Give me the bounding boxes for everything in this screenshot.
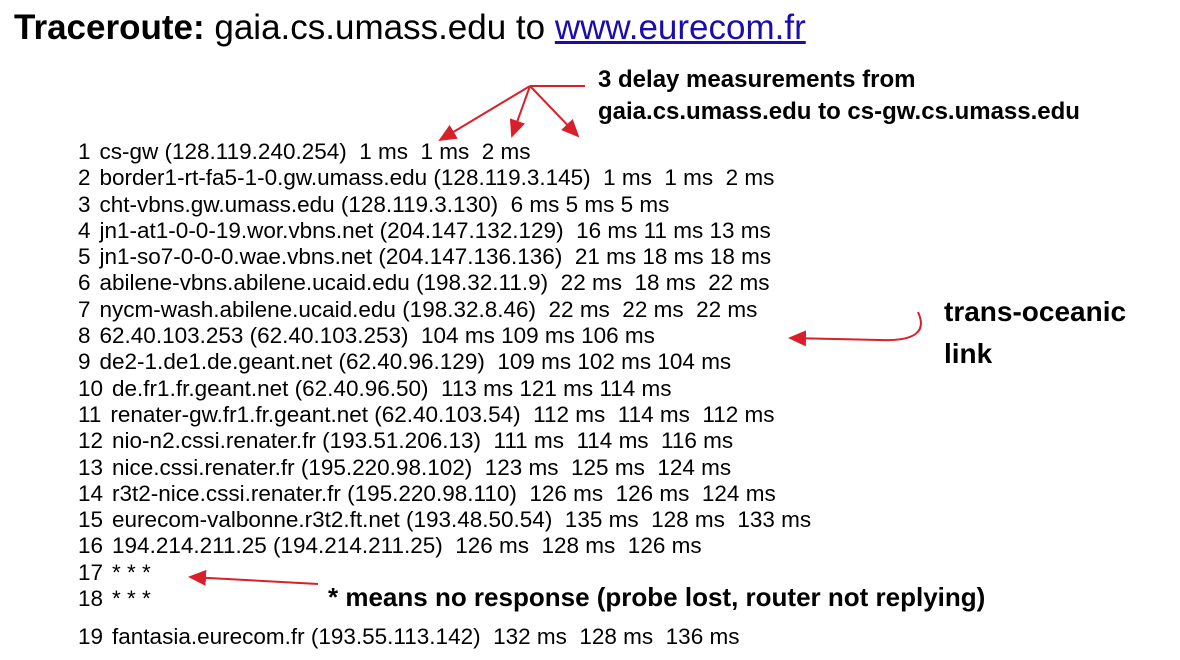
hop-detail: de2-1.de1.de.geant.net (62.40.96.129) 10…: [99, 349, 732, 375]
hop-detail: 194.214.211.25 (194.214.211.25) 126 ms 1…: [112, 533, 702, 559]
hop-detail: border1-rt-fa5-1-0.gw.umass.edu (128.119…: [99, 165, 775, 191]
hop-detail: renater-gw.fr1.fr.geant.net (62.40.103.5…: [110, 401, 775, 427]
title: Traceroute: gaia.cs.umass.edu to www.eur…: [14, 8, 806, 48]
title-label: Traceroute:: [14, 8, 205, 47]
hop-line: 15 eurecom-valbonne.r3t2.ft.net (193.48.5…: [78, 507, 811, 533]
hop-line: 6 abilene-vbns.abilene.ucaid.edu (198.32.…: [78, 270, 811, 296]
hop-detail: * * *: [112, 559, 151, 585]
hop-number: 3: [78, 191, 91, 217]
annotation: trans-oceanic: [944, 296, 1127, 327]
annotation: link: [944, 338, 993, 369]
hop-detail: r3t2-nice.cssi.renater.fr (195.220.98.11…: [112, 480, 776, 506]
hop-number: 1: [78, 139, 91, 164]
hop-line: 7 nycm-wash.abilene.ucaid.edu (198.32.8.4…: [78, 297, 811, 323]
hop-number: 18: [78, 586, 104, 612]
hop-number: 5: [78, 244, 91, 270]
hop-number: 13: [78, 454, 104, 480]
hop-detail: 62.40.103.253 (62.40.103.253) 104 ms 109…: [99, 323, 655, 349]
hop-detail: nice.cssi.renater.fr (195.220.98.102) 12…: [112, 454, 732, 480]
hop-line: 16 194.214.211.25 (194.214.211.25) 126 ms…: [78, 533, 811, 559]
hop-line: 13 nice.cssi.renater.fr (195.220.98.102) …: [78, 455, 811, 481]
hop-number: 10: [78, 375, 104, 401]
hop-line: 1 cs-gw (128.119.240.254) 1 ms 1 ms 2 ms: [78, 139, 811, 165]
hop-line: 10 de.fr1.fr.geant.net (62.40.96.50) 113 …: [78, 376, 811, 402]
hop-number: 9: [78, 349, 91, 375]
hop-number: 17: [78, 559, 104, 585]
hop-detail: eurecom-valbonne.r3t2.ft.net (193.48.50.…: [112, 507, 812, 533]
title-link[interactable]: www.eurecom.fr: [554, 8, 806, 47]
hop-line: 11 renater-gw.fr1.fr.geant.net (62.40.103…: [78, 402, 811, 428]
title-text: gaia.cs.umass.edu to: [214, 8, 546, 47]
hop-detail: cht-vbns.gw.umass.edu (128.119.3.130) 6 …: [99, 191, 670, 217]
hop-detail: jn1-so7-0-0-0.wae.vbns.net (204.147.136.…: [99, 244, 772, 270]
hop-detail: * * *: [112, 586, 151, 612]
hop-number: 11: [78, 401, 102, 427]
hop-number: 12: [78, 428, 104, 454]
hop-detail: de.fr1.fr.geant.net (62.40.96.50) 113 ms…: [112, 375, 672, 401]
annotation: * means no response (probe lost, router …: [328, 582, 986, 612]
hop-line: 18 * * *: [78, 586, 811, 612]
hop-line: 14 r3t2-nice.cssi.renater.fr (195.220.98.…: [78, 481, 811, 507]
hop-number: 8: [78, 323, 91, 349]
hop-detail: nio-n2.cssi.renater.fr (193.51.206.13) 1…: [112, 428, 734, 454]
hop-line: 2 border1-rt-fa5-1-0.gw.umass.edu (128.11…: [78, 165, 811, 191]
annotation: 3 delay measurements from: [598, 66, 916, 93]
hop-detail: abilene-vbns.abilene.ucaid.edu (198.32.1…: [99, 270, 770, 296]
hop-number: 7: [78, 296, 91, 322]
hop-number: 19: [78, 624, 104, 650]
hop-detail: nycm-wash.abilene.ucaid.edu (198.32.8.46…: [99, 296, 758, 322]
hop-number: 2: [78, 165, 91, 191]
hop-number: 14: [78, 480, 104, 506]
hop-detail: jn1-at1-0-0-19.wor.vbns.net (204.147.132…: [99, 217, 771, 243]
hop-line: 8 62.40.103.253 (62.40.103.253) 104 ms 10…: [78, 323, 811, 349]
hop-line: 19 fantasia.eurecom.fr (193.55.113.142) 1…: [78, 624, 811, 650]
hop-line: 17 * * *: [78, 560, 811, 586]
hop-detail: cs-gw (128.119.240.254) 1 ms 1 ms 2 ms: [99, 139, 531, 164]
hop-number: 4: [78, 217, 91, 243]
hop-line: 9 de2-1.de1.de.geant.net (62.40.96.129) 1…: [78, 349, 811, 375]
hop-line: 4 jn1-at1-0-0-19.wor.vbns.net (204.147.13…: [78, 218, 811, 244]
hop-line: 5 jn1-so7-0-0-0.wae.vbns.net (204.147.136…: [78, 244, 811, 270]
hop-number: 15: [78, 507, 104, 533]
hop-number: 6: [78, 270, 91, 296]
hop-number: 16: [78, 533, 104, 559]
hop-line: 3 cht-vbns.gw.umass.edu (128.119.3.130) 6…: [78, 192, 811, 218]
hop-detail: fantasia.eurecom.fr (193.55.113.142) 132…: [112, 624, 740, 650]
annotation: gaia.cs.umass.edu to cs-gw.cs.umass.edu: [598, 98, 1080, 125]
hop-line: 12 nio-n2.cssi.renater.fr (193.51.206.13)…: [78, 428, 811, 454]
traceroute-output: 1 cs-gw (128.119.240.254) 1 ms 1 ms 2 ms 2…: [78, 139, 811, 651]
